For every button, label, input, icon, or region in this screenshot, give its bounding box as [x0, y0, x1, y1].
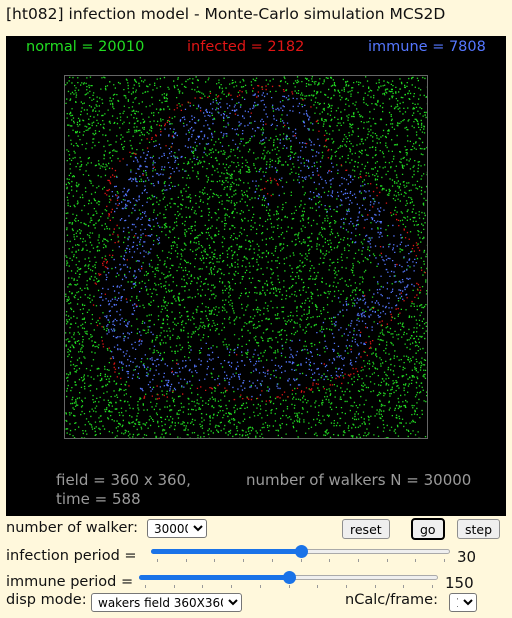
slider-tick [214, 559, 215, 562]
normal-count: normal = 20010 [26, 39, 145, 55]
slider-fill [139, 575, 289, 580]
slider-tick [186, 559, 187, 562]
slider-tick [387, 559, 388, 562]
slider-tick [157, 559, 158, 562]
slider-tick [145, 585, 146, 588]
slider-tick [301, 559, 302, 562]
infected-count: infected = 2182 [187, 39, 305, 55]
immune-period-label: immune period = [6, 574, 134, 590]
walker-select[interactable]: 30000 [147, 519, 207, 538]
slider-ticks [151, 559, 450, 563]
walker-field-plot [65, 76, 427, 438]
infection-period-value: 30 [457, 548, 477, 566]
slider-tick [260, 585, 261, 588]
slider-tick [444, 559, 445, 562]
field-size-info: field = 360 x 360, [56, 471, 191, 489]
walker-label: number of walker: [6, 520, 138, 536]
ncalc-select[interactable]: 1 [449, 593, 477, 612]
ncalc-label: nCalc/frame: [345, 592, 438, 608]
slider-tick [358, 559, 359, 562]
slider-tick [403, 585, 404, 588]
normal-walkers [65, 76, 427, 438]
walker-count-info: number of walkers N = 30000 [246, 471, 472, 489]
reset-button[interactable]: reset [342, 519, 390, 539]
slider-thumb[interactable] [283, 571, 296, 584]
slider-tick [415, 559, 416, 562]
slider-tick [329, 559, 330, 562]
go-button[interactable]: go [411, 518, 445, 540]
slider-tick [375, 585, 376, 588]
immune-period-value: 150 [445, 574, 474, 592]
disp-mode-label: disp mode: [6, 592, 87, 608]
slider-tick [317, 585, 318, 588]
immune-count: immune = 7808 [368, 39, 486, 55]
step-button[interactable]: step [457, 519, 501, 539]
infection-period-label: infection period = [6, 548, 137, 564]
slider-tick [289, 585, 290, 588]
simulation-canvas: normal = 20010 infected = 2182 immune = … [6, 36, 506, 516]
slider-tick [243, 559, 244, 562]
slider-tick [272, 559, 273, 562]
slider-tick [432, 585, 433, 588]
window-title: [ht082] infection model - Monte-Carlo si… [6, 5, 446, 23]
immune-period-slider[interactable] [139, 568, 438, 588]
slider-tick [231, 585, 232, 588]
infection-period-slider[interactable] [151, 542, 450, 562]
disp-mode-select[interactable]: wakers field 360X360 [91, 593, 242, 612]
slider-ticks [139, 585, 438, 589]
time-info: time = 588 [56, 490, 141, 508]
slider-tick [174, 585, 175, 588]
walker-field [64, 75, 428, 439]
slider-tick [346, 585, 347, 588]
slider-fill [151, 549, 301, 554]
slider-tick [202, 585, 203, 588]
immune-walkers [99, 92, 418, 398]
slider-thumb[interactable] [295, 545, 308, 558]
